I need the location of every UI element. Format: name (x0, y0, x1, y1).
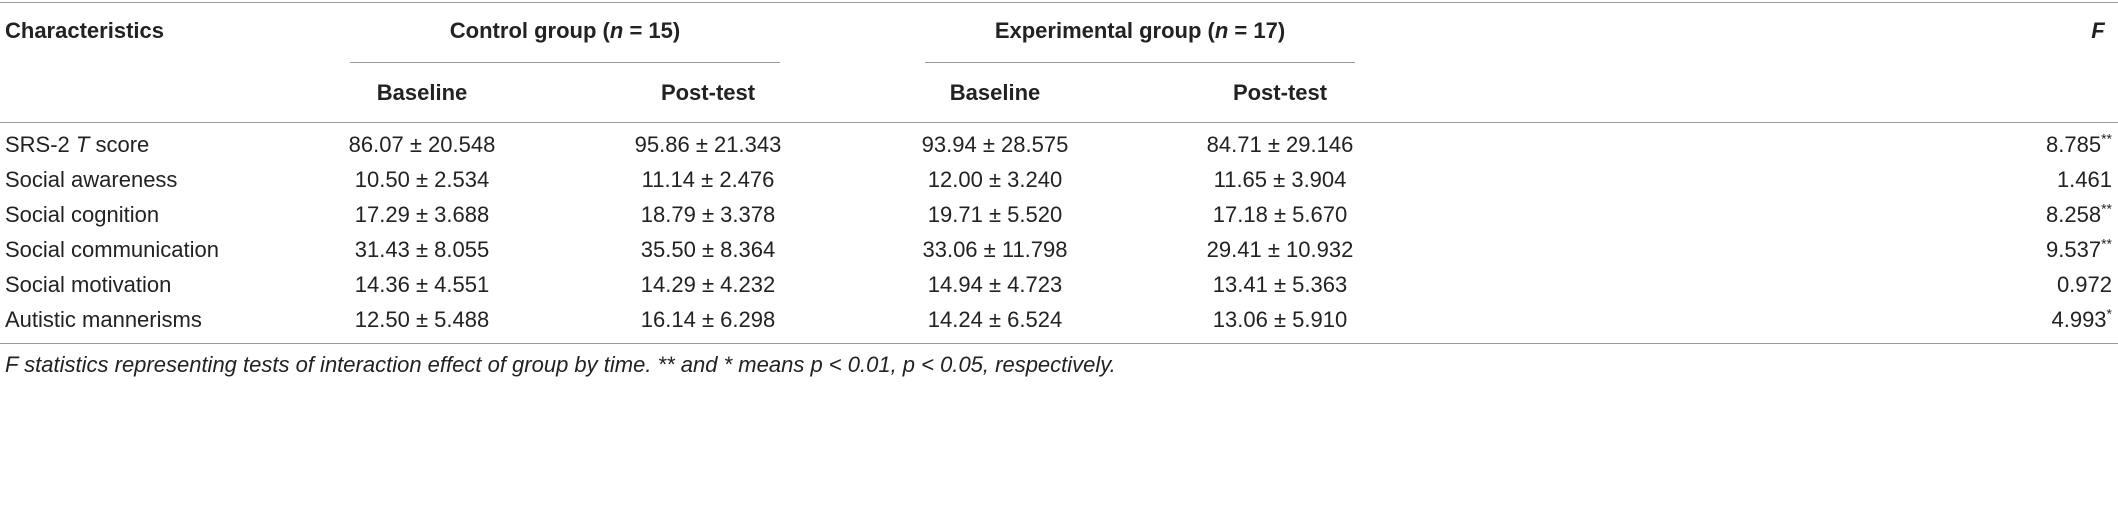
f-value: 1.461 (2056, 167, 2112, 192)
cell: 84.71 ± 29.146 (1206, 132, 1354, 157)
cell: 13.06 ± 5.910 (1212, 307, 1348, 332)
group-rule (925, 62, 1355, 63)
text-segment: Experimental group ( (994, 18, 1215, 43)
f-value: 0.972 (2056, 272, 2112, 297)
cell: 11.14 ± 2.476 (641, 167, 775, 192)
cell: 86.07 ± 20.548 (348, 132, 496, 157)
sub-header: Baseline (949, 80, 1041, 105)
row-label: Social awareness (5, 167, 178, 192)
header-cell: F (2091, 18, 2105, 43)
text-segment: Control group ( (449, 18, 610, 43)
footnote: F statistics representing tests of inter… (5, 352, 1116, 377)
significance: ** (2101, 130, 2112, 147)
row-label: Social motivation (5, 272, 172, 297)
f-cell: 9.537** (2046, 237, 2112, 263)
cell: 10.50 ± 2.534 (354, 167, 490, 192)
cell: 19.71 ± 5.520 (927, 202, 1063, 227)
cell: 17.29 ± 3.688 (354, 202, 490, 227)
cell: 33.06 ± 11.798 (922, 237, 1068, 262)
text-segment: = 15) (623, 18, 681, 43)
cell: 14.24 ± 6.524 (927, 307, 1063, 332)
f-cell: 0.972 (2057, 272, 2112, 298)
significance: ** (2101, 200, 2112, 217)
f-value: 4.993 (2051, 307, 2107, 332)
top-rule (0, 2, 2118, 3)
cell: 14.29 ± 4.232 (640, 272, 776, 297)
bottom-rule (0, 343, 2118, 344)
sub-header: Post-test (1232, 80, 1328, 105)
header-cell: Characteristics (5, 18, 164, 43)
f-cell: 4.993* (2051, 307, 2112, 333)
cell: 12.00 ± 3.240 (927, 167, 1063, 192)
row-label: Social communication (5, 237, 219, 262)
text-segment: score (89, 132, 150, 157)
cell: 13.41 ± 5.363 (1212, 272, 1348, 297)
cell: 16.14 ± 6.298 (640, 307, 776, 332)
text-segment: T (75, 132, 90, 157)
cell: 93.94 ± 28.575 (921, 132, 1069, 157)
text-segment: n (1214, 18, 1229, 43)
group-rule (350, 62, 780, 63)
row-label: SRS-2 T score (5, 132, 149, 158)
header-rule (0, 122, 2118, 123)
text-segment: SRS-2 (5, 132, 76, 157)
row-label: Autistic mannerisms (5, 307, 202, 332)
cell: 11.65 ± 3.904 (1213, 167, 1347, 192)
cell: 95.86 ± 21.343 (634, 132, 782, 157)
f-cell: 8.258** (2046, 202, 2112, 228)
group-header: Control group (n = 15) (450, 18, 680, 44)
cell: 14.94 ± 4.723 (927, 272, 1063, 297)
row-label: Social cognition (5, 202, 160, 227)
cell: 31.43 ± 8.055 (354, 237, 490, 262)
text-segment: n (609, 18, 624, 43)
f-value: 8.258 (2046, 202, 2102, 227)
cell: 35.50 ± 8.364 (640, 237, 776, 262)
cell: 14.36 ± 4.551 (354, 272, 490, 297)
f-cell: 1.461 (2057, 167, 2112, 193)
sub-header: Baseline (376, 80, 468, 105)
cell: 18.79 ± 3.378 (640, 202, 776, 227)
group-header: Experimental group (n = 17) (995, 18, 1285, 44)
text-segment: = 17) (1228, 18, 1286, 43)
f-value: 8.785 (2046, 132, 2102, 157)
sub-header: Post-test (660, 80, 756, 105)
cell: 12.50 ± 5.488 (354, 307, 490, 332)
significance: ** (2101, 235, 2112, 252)
f-value: 9.537 (2046, 237, 2102, 262)
f-cell: 8.785** (2046, 132, 2112, 158)
significance: * (2106, 305, 2112, 322)
cell: 29.41 ± 10.932 (1206, 237, 1354, 262)
cell: 17.18 ± 5.670 (1212, 202, 1348, 227)
